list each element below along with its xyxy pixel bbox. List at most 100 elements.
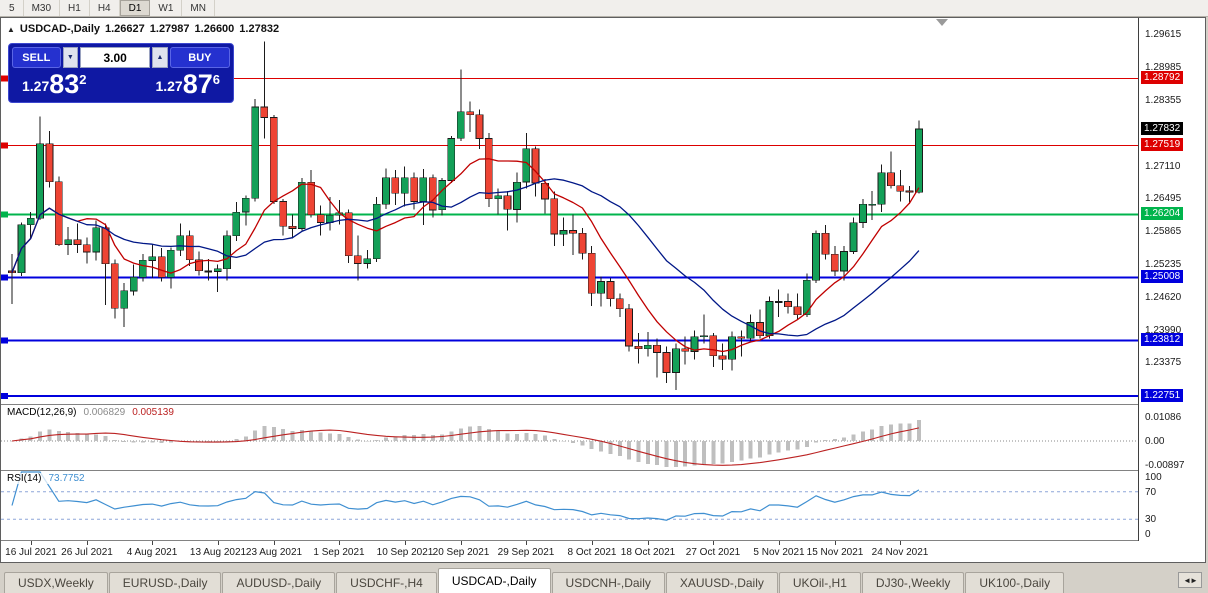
chart-shift-marker[interactable] [936,19,948,26]
price-axis[interactable]: 1.29615 1.28985 1.28355 1.27110 1.26495 1.258… [1138,18,1205,541]
date-axis[interactable]: 16 Jul 2021 26 Jul 2021 4 Aug 2021 13 Aug 2… [1,541,1205,562]
date-tick [31,541,32,545]
macd-axis-label: 0.00 [1145,436,1165,447]
price-chart-pane[interactable] [1,18,1138,404]
date-tick [713,541,714,545]
price-tick-label: 1.23990 [1145,325,1182,336]
date-tick [87,541,88,545]
pane-divider[interactable] [1,404,1205,405]
tab-ukoil-h1[interactable]: UKOil-,H1 [778,572,861,593]
rsi-pane[interactable]: RSI(14) 73.7752 [1,471,1138,540]
buy-price-digits: 87 [182,69,213,99]
date-label: 27 Oct 2021 [685,547,741,558]
price-line-badge: 1.28792 [1141,71,1184,84]
price-tick-label: 1.25865 [1145,226,1182,237]
rsi-axis-label: 0 [1145,529,1151,540]
price-line-badge: 1.26204 [1141,207,1184,220]
rsi-axis-label: 70 [1145,487,1157,498]
price-chart-plot[interactable] [1,18,1138,404]
macd-signal-value: 0.005139 [132,407,174,418]
volume-input[interactable] [80,47,151,68]
ohlc-close: 1.27832 [239,23,280,35]
rsi-value: 73.7752 [48,473,85,484]
macd-name: MACD(12,26,9) [7,407,77,418]
tab-uk100-daily[interactable]: UK100-,Daily [965,572,1065,593]
chart-window: MACD(12,26,9) 0.006829 0.005139 RSI(14) … [0,17,1206,563]
chevron-down-icon: ▼ [66,54,74,61]
timeframe-w1[interactable]: W1 [150,0,183,16]
price-tick-label: 1.26495 [1145,193,1182,204]
macd-pane[interactable]: MACD(12,26,9) 0.006829 0.005139 [1,405,1138,470]
buy-price-point: 6 [212,72,220,87]
moving-average-8 [11,158,920,353]
tab-usdx-weekly[interactable]: USDX,Weekly [4,572,108,593]
sell-price-digits: 83 [49,69,80,99]
timeframe-toolbar: 5 M30 H1 H4 D1 W1 MN [0,0,1208,17]
ohlc-low: 1.26600 [194,23,235,35]
current-price-badge: 1.27832 [1141,122,1184,135]
price-tick-label: 1.24620 [1145,292,1182,303]
timeframe-h4[interactable]: H4 [90,0,120,16]
price-tick-label: 1.28355 [1145,95,1182,106]
rsi-axis-label: 100 [1145,472,1162,483]
date-label: 8 Oct 2021 [567,547,617,558]
tab-audusd-daily[interactable]: AUDUSD-,Daily [222,572,336,593]
timeframe-5[interactable]: 5 [1,0,24,16]
chart-tab-bar: USDX,Weekly EURUSD-,Daily AUDUSD-,Daily USD… [0,566,1208,593]
date-tick [779,541,780,545]
tab-eurusd-daily[interactable]: EURUSD-,Daily [108,572,222,593]
date-tick [461,541,462,545]
chart-ohlc-title: ▲ USDCAD-,Daily 1.26627 1.27987 1.26600 … [7,23,279,35]
price-tick-label: 1.29615 [1145,29,1182,40]
tab-dj30-weekly[interactable]: DJ30-,Weekly [861,572,965,593]
price-line-badge: 1.22751 [1141,389,1184,402]
price-line-badge: 1.23812 [1141,333,1184,346]
horizontal-lines[interactable] [1,75,1138,400]
macd-histogram [10,420,921,467]
date-label: 5 Nov 2021 [753,547,805,558]
pane-divider[interactable] [1,470,1205,471]
tab-usdchf-h4[interactable]: USDCHF-,H4 [336,572,437,593]
date-tick [218,541,219,545]
sell-button[interactable]: SELL [12,47,61,68]
volume-decrease-button[interactable]: ▼ [62,47,79,68]
price-line-badge: 1.25008 [1141,270,1184,283]
tab-scroll-button[interactable]: ◄► [1178,572,1202,588]
volume-increase-button[interactable]: ▲ [152,47,168,68]
date-tick [592,541,593,545]
rsi-plot[interactable] [1,471,1138,540]
rsi-axis-label: 30 [1145,514,1157,525]
macd-indicator-label: MACD(12,26,9) 0.006829 0.005139 [5,407,176,418]
date-label: 23 Aug 2021 [245,547,303,558]
date-tick [900,541,901,545]
date-label: 26 Jul 2021 [61,547,113,558]
macd-axis-label: 0.01086 [1145,412,1182,423]
macd-plot[interactable] [1,405,1138,470]
date-tick [835,541,836,545]
date-tick [152,541,153,545]
date-label: 4 Aug 2021 [126,547,178,558]
date-label: 15 Nov 2021 [806,547,864,558]
pane-divider[interactable] [1,540,1205,541]
ohlc-high: 1.27987 [149,23,190,35]
timeframe-m30[interactable]: M30 [24,0,61,16]
date-tick [648,541,649,545]
tab-usdcnh-daily[interactable]: USDCNH-,Daily [551,572,665,593]
buy-button[interactable]: BUY [169,47,231,68]
price-tick-label: 1.28985 [1145,62,1182,73]
date-label: 18 Oct 2021 [620,547,676,558]
date-label: 1 Sep 2021 [313,547,365,558]
buy-price-prefix: 1.27 [155,78,183,94]
timeframe-h1[interactable]: H1 [60,0,90,16]
rsi-indicator-label: RSI(14) 73.7752 [5,473,87,484]
timeframe-mn[interactable]: MN [182,0,215,16]
date-tick [339,541,340,545]
tab-usdcad-daily[interactable]: USDCAD-,Daily [437,568,551,593]
sell-price-prefix: 1.27 [22,78,50,94]
tab-xauusd-daily[interactable]: XAUUSD-,Daily [665,572,778,593]
date-label: 29 Sep 2021 [497,547,555,558]
date-label: 20 Sep 2021 [432,547,490,558]
date-tick [274,541,275,545]
timeframe-d1[interactable]: D1 [119,0,151,16]
